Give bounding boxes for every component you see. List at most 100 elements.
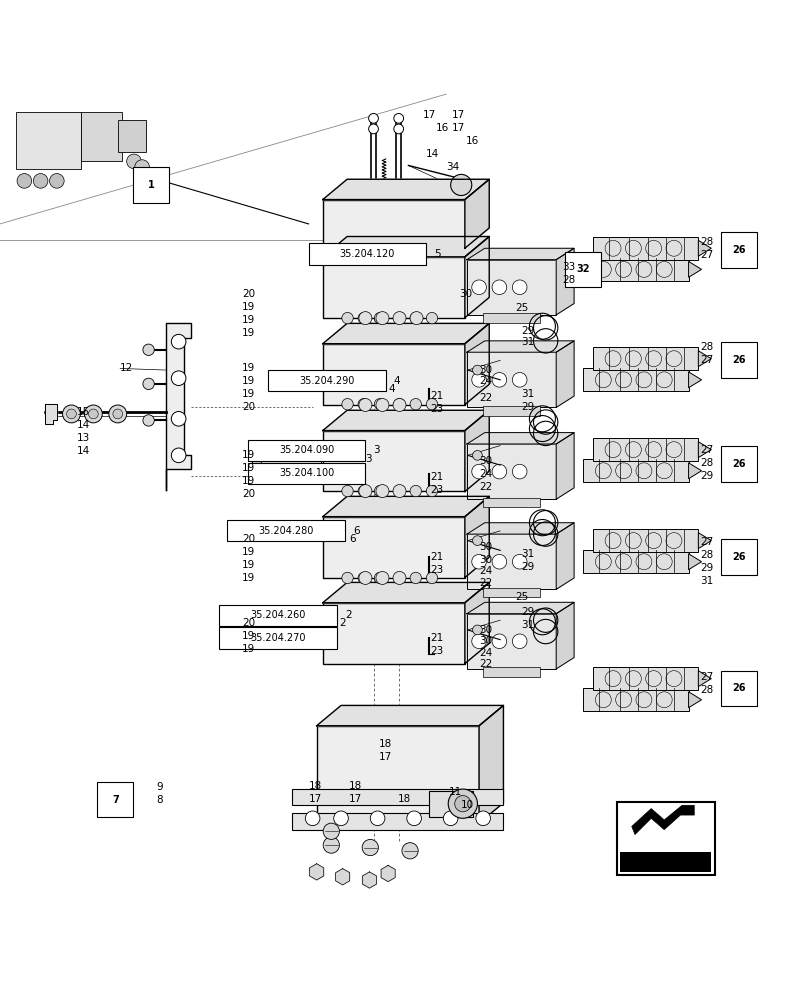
Circle shape bbox=[512, 464, 526, 479]
Text: 2: 2 bbox=[339, 618, 345, 628]
Bar bbox=[322, 603, 464, 664]
Polygon shape bbox=[631, 805, 693, 835]
Circle shape bbox=[410, 398, 421, 410]
Text: 7: 7 bbox=[112, 795, 118, 805]
Circle shape bbox=[62, 405, 80, 423]
Text: 18: 18 bbox=[308, 781, 321, 791]
Text: 11: 11 bbox=[448, 787, 461, 797]
Text: 29: 29 bbox=[521, 326, 534, 336]
Bar bbox=[316, 726, 478, 823]
Text: 27: 27 bbox=[699, 355, 712, 365]
Text: 29: 29 bbox=[521, 402, 534, 412]
Polygon shape bbox=[466, 341, 573, 352]
Text: 19: 19 bbox=[242, 476, 255, 486]
Text: 35.204.090: 35.204.090 bbox=[278, 445, 334, 455]
Text: 6: 6 bbox=[349, 534, 355, 544]
Text: 12: 12 bbox=[120, 363, 133, 373]
Polygon shape bbox=[556, 341, 573, 407]
Bar bbox=[251, 446, 320, 476]
Bar bbox=[227, 520, 345, 541]
Polygon shape bbox=[464, 496, 488, 578]
Text: 30: 30 bbox=[478, 625, 491, 635]
Polygon shape bbox=[697, 240, 710, 256]
Polygon shape bbox=[688, 692, 701, 708]
Circle shape bbox=[443, 811, 457, 826]
Text: 35.204.290: 35.204.290 bbox=[298, 376, 354, 386]
Polygon shape bbox=[466, 433, 573, 444]
Text: 30: 30 bbox=[478, 555, 491, 565]
Polygon shape bbox=[335, 869, 350, 885]
Bar bbox=[247, 463, 365, 484]
Bar bbox=[322, 344, 464, 405]
Bar bbox=[133, 167, 169, 203]
Circle shape bbox=[512, 280, 526, 295]
Text: 17: 17 bbox=[308, 794, 321, 804]
Text: 19: 19 bbox=[242, 573, 255, 583]
Circle shape bbox=[512, 373, 526, 387]
Polygon shape bbox=[309, 864, 324, 880]
Circle shape bbox=[127, 154, 141, 169]
Text: 31: 31 bbox=[521, 549, 534, 559]
Text: 27: 27 bbox=[699, 445, 712, 455]
Bar bbox=[247, 440, 365, 461]
Circle shape bbox=[171, 411, 186, 426]
Text: 28: 28 bbox=[699, 550, 712, 560]
Text: 28: 28 bbox=[699, 237, 712, 247]
Circle shape bbox=[491, 373, 506, 387]
Text: 17: 17 bbox=[379, 752, 392, 762]
Text: 16: 16 bbox=[466, 136, 478, 146]
Bar bbox=[428, 791, 473, 817]
Text: 20: 20 bbox=[242, 489, 255, 499]
Circle shape bbox=[49, 174, 64, 188]
Circle shape bbox=[88, 409, 98, 419]
Text: 14: 14 bbox=[425, 149, 438, 159]
Circle shape bbox=[393, 485, 405, 497]
Text: 24: 24 bbox=[478, 648, 491, 658]
Text: 26: 26 bbox=[732, 552, 744, 562]
Polygon shape bbox=[688, 463, 701, 479]
Bar bbox=[582, 688, 688, 711]
Polygon shape bbox=[322, 179, 488, 200]
Text: 27: 27 bbox=[699, 672, 712, 682]
Text: 20: 20 bbox=[242, 618, 255, 628]
Circle shape bbox=[426, 485, 437, 497]
Text: 25: 25 bbox=[515, 303, 528, 313]
Circle shape bbox=[393, 312, 406, 325]
Circle shape bbox=[341, 572, 353, 584]
Bar bbox=[592, 438, 697, 461]
Text: 4: 4 bbox=[388, 384, 394, 394]
Polygon shape bbox=[478, 705, 503, 823]
Text: 26: 26 bbox=[732, 459, 744, 469]
Circle shape bbox=[471, 634, 486, 649]
Bar bbox=[582, 459, 688, 482]
Circle shape bbox=[368, 113, 378, 123]
Circle shape bbox=[410, 572, 421, 584]
Bar bbox=[720, 232, 756, 268]
Text: 31: 31 bbox=[521, 620, 534, 630]
Text: 35.204.260: 35.204.260 bbox=[250, 610, 306, 620]
Text: 17: 17 bbox=[349, 794, 362, 804]
Polygon shape bbox=[464, 582, 488, 664]
Text: 18: 18 bbox=[349, 781, 362, 791]
Text: 29: 29 bbox=[699, 471, 712, 481]
Circle shape bbox=[358, 398, 371, 411]
Circle shape bbox=[358, 312, 369, 324]
Text: 21: 21 bbox=[430, 633, 443, 643]
Circle shape bbox=[426, 572, 437, 584]
Text: 22: 22 bbox=[478, 482, 491, 492]
Text: 29: 29 bbox=[521, 562, 534, 572]
Bar bbox=[720, 342, 756, 378]
Text: 28: 28 bbox=[699, 685, 712, 695]
Circle shape bbox=[410, 312, 423, 325]
Bar bbox=[592, 667, 697, 690]
Bar bbox=[720, 539, 756, 575]
Text: 10: 10 bbox=[460, 800, 473, 810]
Circle shape bbox=[171, 334, 186, 349]
Text: 31: 31 bbox=[521, 389, 534, 399]
Circle shape bbox=[358, 572, 369, 584]
Bar bbox=[466, 614, 556, 669]
Bar bbox=[720, 671, 756, 706]
Text: 6: 6 bbox=[353, 526, 359, 536]
Text: 24: 24 bbox=[478, 566, 491, 576]
Bar bbox=[308, 243, 426, 265]
